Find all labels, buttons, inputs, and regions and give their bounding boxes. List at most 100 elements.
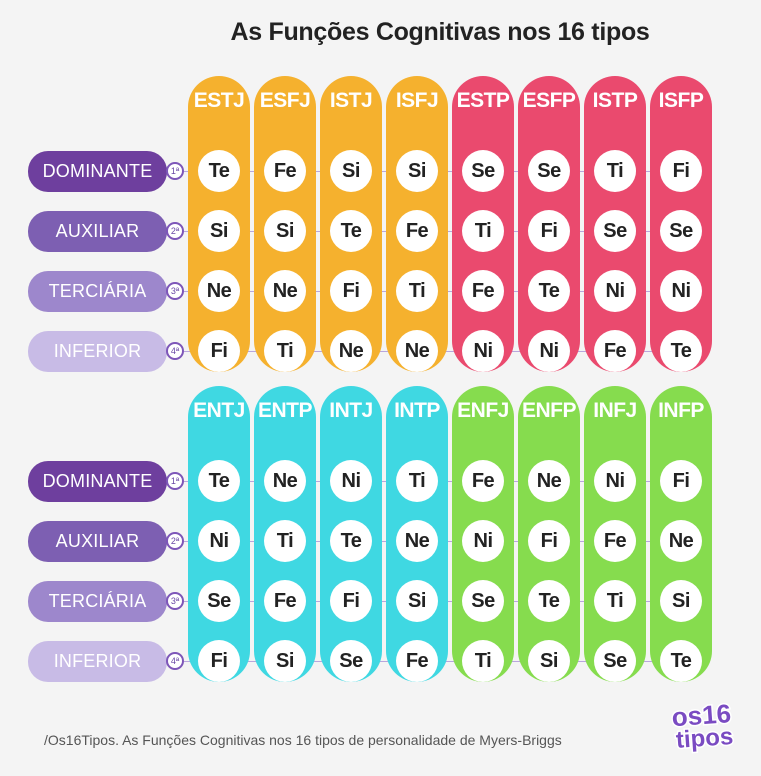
function-cell: Ni (660, 270, 702, 312)
function-cell: Fi (660, 460, 702, 502)
function-cell: Ne (198, 270, 240, 312)
function-cell: Ni (462, 520, 504, 562)
type-name: ESFP (522, 89, 576, 112)
ordinal-badge: 1ª (166, 162, 184, 180)
type-column-esfj: ESFJ Fe Si Ne Ti (254, 76, 316, 372)
type-column-isfp: ISFP Fi Se Ni Te (650, 76, 712, 372)
type-column-enfj: ENFJ Fe Ni Se Ti (452, 386, 514, 682)
function-cell: Te (198, 150, 240, 192)
type-column-isfj: ISFJ Si Fe Ti Ne (386, 76, 448, 372)
row-label: INFERIOR (28, 331, 167, 372)
ordinal-badge: 4ª (166, 652, 184, 670)
function-cell: Si (528, 640, 570, 682)
function-cell: Fi (198, 330, 240, 372)
row-label: INFERIOR (28, 641, 167, 682)
ordinal-badge: 3ª (166, 282, 184, 300)
function-cell: Fe (264, 580, 306, 622)
type-column-estj: ESTJ Te Si Ne Fi (188, 76, 250, 372)
row-label: AUXILIAR (28, 211, 167, 252)
function-cell: Fe (594, 520, 636, 562)
function-cell: Fe (396, 210, 438, 252)
function-cell: Fi (198, 640, 240, 682)
function-cell: Se (462, 150, 504, 192)
function-cell: Se (330, 640, 372, 682)
function-cell: Se (198, 580, 240, 622)
type-name: ISFP (658, 89, 704, 112)
function-cell: Fi (330, 270, 372, 312)
function-cell: Ti (594, 580, 636, 622)
row-label: AUXILIAR (28, 521, 167, 562)
function-cell: Te (528, 270, 570, 312)
row-label: TERCIÁRIA (28, 581, 167, 622)
function-cell: Te (660, 330, 702, 372)
os16tipos-logo: os16 tipos (664, 694, 754, 759)
function-cell: Fi (528, 520, 570, 562)
function-cell: Fi (330, 580, 372, 622)
function-cell: Ne (264, 270, 306, 312)
function-cell: Ti (462, 640, 504, 682)
type-name: ENTJ (193, 399, 245, 422)
type-column-esfp: ESFP Se Fi Te Ni (518, 76, 580, 372)
function-cell: Te (330, 520, 372, 562)
type-name: ISTJ (329, 89, 373, 112)
function-cell: Fi (528, 210, 570, 252)
function-cell: Si (396, 580, 438, 622)
function-cell: Fe (462, 460, 504, 502)
type-column-enfp: ENFP Ne Fi Te Si (518, 386, 580, 682)
function-cell: Fe (594, 330, 636, 372)
function-cell: Ti (264, 520, 306, 562)
function-cell: Fi (660, 150, 702, 192)
function-cell: Ne (330, 330, 372, 372)
function-cell: Fe (264, 150, 306, 192)
type-column-entj: ENTJ Te Ni Se Fi (188, 386, 250, 682)
type-column-intp: INTP Ti Ne Si Fe (386, 386, 448, 682)
ordinal-badge: 2ª (166, 222, 184, 240)
function-cell: Si (330, 150, 372, 192)
function-cell: Ni (330, 460, 372, 502)
function-cell: Te (660, 640, 702, 682)
logo-line1: os16 (671, 698, 732, 732)
function-cell: Ni (462, 330, 504, 372)
function-cell: Si (264, 210, 306, 252)
type-name: ESTJ (193, 89, 245, 112)
function-cell: Ne (528, 460, 570, 502)
function-cell: Te (528, 580, 570, 622)
function-cell: Te (198, 460, 240, 502)
type-name: ENFJ (457, 399, 509, 422)
function-cell: Se (594, 210, 636, 252)
function-cell: Se (462, 580, 504, 622)
type-name: ENTP (257, 399, 313, 422)
function-cell: Si (660, 580, 702, 622)
function-cell: Si (264, 640, 306, 682)
ordinal-badge: 3ª (166, 592, 184, 610)
type-column-entp: ENTP Ne Ti Fe Si (254, 386, 316, 682)
type-name: ISTP (592, 89, 638, 112)
ordinal-badge: 2ª (166, 532, 184, 550)
function-cell: Ne (264, 460, 306, 502)
function-cell: Ti (594, 150, 636, 192)
type-column-intj: INTJ Ni Te Fi Se (320, 386, 382, 682)
type-column-istp: ISTP Ti Se Ni Fe (584, 76, 646, 372)
logo-line2: tipos (675, 723, 734, 754)
function-cell: Ni (594, 460, 636, 502)
function-cell: Se (660, 210, 702, 252)
row-label: DOMINANTE (28, 151, 167, 192)
row-label: DOMINANTE (28, 461, 167, 502)
type-name: ESFJ (259, 89, 311, 112)
type-name: ENFP (521, 399, 577, 422)
type-name: INFJ (593, 399, 637, 422)
function-cell: Se (594, 640, 636, 682)
type-name: ESTP (456, 89, 510, 112)
function-cell: Se (528, 150, 570, 192)
function-cell: Ti (462, 210, 504, 252)
function-cell: Ne (396, 330, 438, 372)
function-cell: Ti (396, 270, 438, 312)
function-cell: Ni (198, 520, 240, 562)
function-cell: Fe (396, 640, 438, 682)
source-caption: /Os16Tipos. As Funções Cognitivas nos 16… (44, 732, 562, 748)
type-column-infp: INFP Fi Ne Si Te (650, 386, 712, 682)
type-name: ISFJ (395, 89, 439, 112)
type-column-infj: INFJ Ni Fe Ti Se (584, 386, 646, 682)
function-cell: Si (396, 150, 438, 192)
function-cell: Te (330, 210, 372, 252)
